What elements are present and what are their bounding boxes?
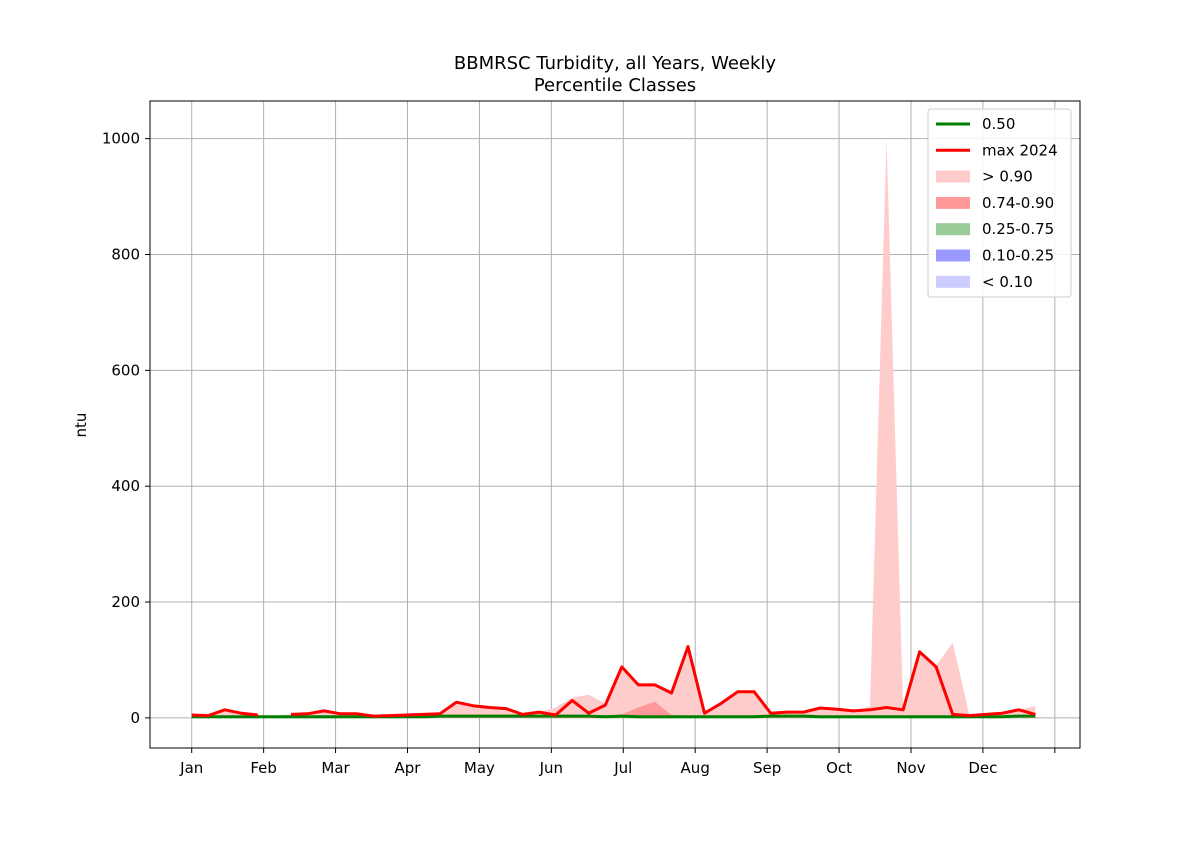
axis-ticks: Jan Feb Mar Apr May Jun Jul Aug Sep Oct Nov Dec 0 200…	[102, 130, 1056, 777]
chart-subtitle: Percentile Classes	[534, 75, 696, 96]
legend-swatch	[936, 249, 970, 262]
x-tick-label: Oct	[826, 759, 852, 777]
legend-label: > 0.90	[982, 168, 1033, 186]
line-series	[191, 645, 1036, 718]
x-tick-label: Mar	[321, 759, 350, 777]
y-tick-label: 0	[130, 709, 140, 727]
y-tick-label: 400	[111, 477, 140, 495]
x-tick-label: Dec	[968, 759, 997, 777]
x-tick-label: Nov	[896, 759, 925, 777]
y-tick-label: 600	[111, 361, 140, 379]
x-tick-label: Apr	[395, 759, 422, 777]
legend-label: 0.10-0.25	[982, 247, 1054, 265]
legend-swatch	[936, 196, 970, 209]
legend-label: 0.50	[982, 115, 1015, 133]
x-tick-label: Sep	[753, 759, 781, 777]
chart-title: BBMRSC Turbidity, all Years, Weekly	[454, 53, 777, 74]
plot-frame	[149, 100, 1081, 749]
series-lines	[191, 645, 1036, 719]
legend-label: 0.74-0.90	[982, 194, 1054, 212]
area-fills	[191, 138, 1036, 718]
y-tick-label: 800	[111, 245, 140, 263]
legend-label: 0.25-0.75	[982, 220, 1054, 238]
legend: 0.50 max 2024 > 0.90 0.74-0.90 0.25-0.75 0.10…	[927, 108, 1072, 298]
y-axis-label: ntu	[72, 413, 90, 438]
line-series	[191, 714, 1036, 719]
x-tick-label: Aug	[681, 759, 710, 777]
y-tick-label: 1000	[102, 130, 140, 148]
legend-swatch	[936, 275, 970, 288]
legend-label: max 2024	[982, 141, 1058, 159]
x-tick-label: Feb	[250, 759, 277, 777]
legend-swatch	[936, 170, 970, 183]
x-tick-label: May	[464, 759, 495, 777]
area-series	[191, 138, 1036, 718]
legend-label: < 0.10	[982, 273, 1033, 291]
y-tick-label: 200	[111, 593, 140, 611]
legend-swatch	[936, 223, 970, 236]
x-tick-label: Jun	[539, 759, 563, 777]
x-tick-label: Jan	[179, 759, 203, 777]
x-tick-label: Jul	[613, 759, 632, 777]
